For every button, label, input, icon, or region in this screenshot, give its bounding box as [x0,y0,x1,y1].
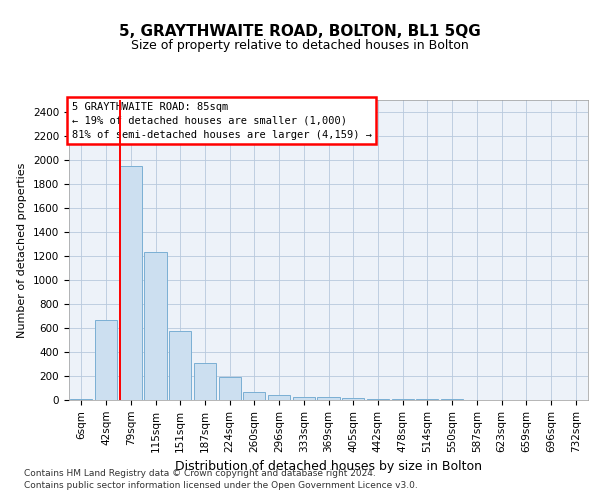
Bar [268,396,290,400]
Text: 5 GRAYTHWAITE ROAD: 85sqm
← 19% of detached houses are smaller (1,000)
81% of se: 5 GRAYTHWAITE ROAD: 85sqm ← 19% of detac… [71,102,371,140]
Text: Contains HM Land Registry data © Crown copyright and database right 2024.: Contains HM Land Registry data © Crown c… [24,470,376,478]
Bar [95,320,117,400]
Bar [317,397,340,400]
Bar [218,376,241,400]
Text: Contains public sector information licensed under the Open Government Licence v3: Contains public sector information licen… [24,480,418,490]
X-axis label: Distribution of detached houses by size in Bolton: Distribution of detached houses by size … [175,460,482,473]
Bar [367,398,389,400]
Y-axis label: Number of detached properties: Number of detached properties [17,162,28,338]
Text: 5, GRAYTHWAITE ROAD, BOLTON, BL1 5QG: 5, GRAYTHWAITE ROAD, BOLTON, BL1 5QG [119,24,481,38]
Bar [392,398,414,400]
Bar [342,398,364,400]
Bar [169,331,191,400]
Bar [293,396,315,400]
Bar [416,399,439,400]
Bar [145,252,167,400]
Bar [119,166,142,400]
Text: Size of property relative to detached houses in Bolton: Size of property relative to detached ho… [131,38,469,52]
Bar [243,392,265,400]
Bar [194,364,216,400]
